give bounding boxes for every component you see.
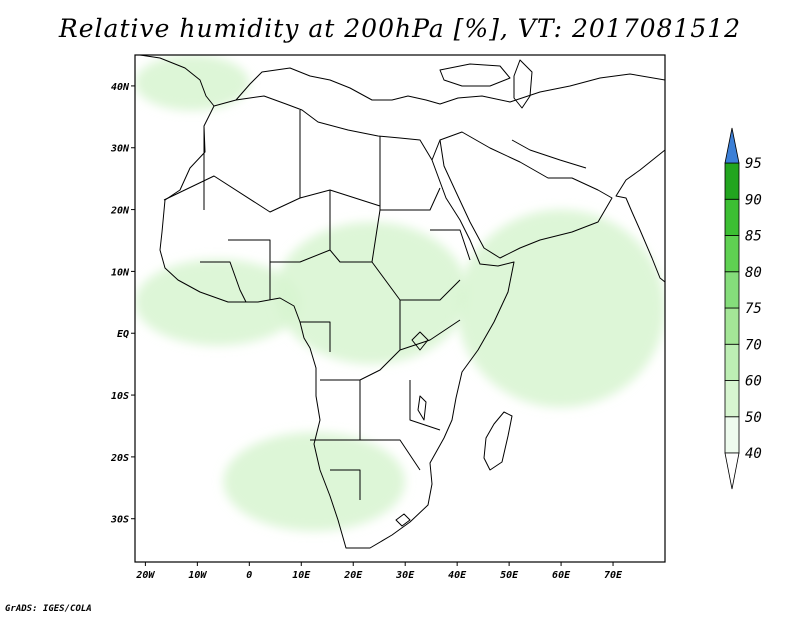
moist-region	[135, 55, 250, 111]
arabia-coastline	[439, 131, 613, 259]
x-tick-label: 70E	[604, 570, 623, 581]
x-tick-label: 50E	[500, 570, 519, 581]
colorbar-high-arrow	[724, 127, 740, 164]
y-tick-label: 40N	[111, 82, 130, 93]
colorbar-swatch	[724, 343, 740, 381]
red-sea-gulf-outline	[431, 139, 587, 169]
x-tick-label: 20W	[135, 570, 155, 581]
moist-region	[223, 432, 406, 532]
colorbar-swatch	[724, 271, 740, 309]
colorbar-swatch	[724, 162, 740, 200]
y-tick-label: 10S	[111, 391, 129, 402]
x-tick-label: 0	[246, 570, 252, 581]
plot-frame	[134, 54, 666, 563]
madagascar-coastline	[483, 411, 513, 471]
y-axis: 40N 30N 20N 10N EQ 10S 20S 30S	[110, 82, 135, 526]
y-tick-label: 30S	[110, 515, 129, 526]
colorbar-legend: 40 50 60 70 75 80 85 90 95	[724, 127, 762, 490]
african-lakes	[395, 331, 429, 527]
moist-region	[457, 209, 665, 408]
colorbar-swatch	[724, 235, 740, 273]
x-tick-label: 40E	[448, 570, 467, 581]
africa-borders	[163, 110, 471, 500]
x-tick-label: 20E	[343, 570, 363, 581]
y-tick-label: 30N	[110, 144, 130, 155]
colorbar-label: 90	[745, 192, 762, 208]
x-tick-label: 30E	[395, 570, 415, 581]
colorbar-label: 60	[745, 374, 762, 390]
colorbar-swatch	[724, 380, 740, 418]
chart-title: Relative humidity at 200hPa [%], VT: 201…	[58, 14, 742, 43]
colorbar-low-arrow	[724, 452, 740, 490]
colorbar-label: 70	[745, 337, 762, 353]
caspian-coastline	[513, 59, 533, 109]
colorbar-label: 95	[745, 156, 762, 172]
x-tick-label: 10E	[292, 570, 311, 581]
colorbar-label: 50	[745, 410, 762, 426]
y-tick-label: 10N	[111, 267, 130, 278]
colorbar-label: 40	[745, 446, 762, 462]
colorbar-swatch	[724, 307, 740, 345]
colorbar-swatch	[724, 416, 740, 454]
colorbar-label: 75	[745, 301, 762, 317]
moist-region	[275, 221, 468, 365]
y-tick-label: 20S	[110, 453, 129, 464]
black-sea-coastline	[439, 63, 511, 87]
europe-coastline	[139, 55, 665, 107]
colorbar-label: 85	[745, 229, 762, 245]
coastline-outlines	[139, 55, 665, 549]
moist-region	[135, 259, 302, 346]
grads-credit: GrADS: IGES/COLA	[5, 604, 92, 614]
x-axis: 20W 10W 0 10E 20E 30E 40E 50E 60E 70E	[135, 562, 623, 581]
y-tick-label: 20N	[110, 206, 130, 217]
india-coastline	[615, 149, 665, 283]
x-tick-label: 10W	[188, 570, 207, 581]
humidity-field	[135, 55, 665, 532]
x-tick-label: 60E	[552, 570, 571, 581]
y-tick-label: EQ	[117, 329, 129, 340]
colorbar-label: 80	[745, 265, 762, 281]
colorbar-swatch	[724, 198, 740, 236]
africa-coastline	[159, 95, 515, 549]
